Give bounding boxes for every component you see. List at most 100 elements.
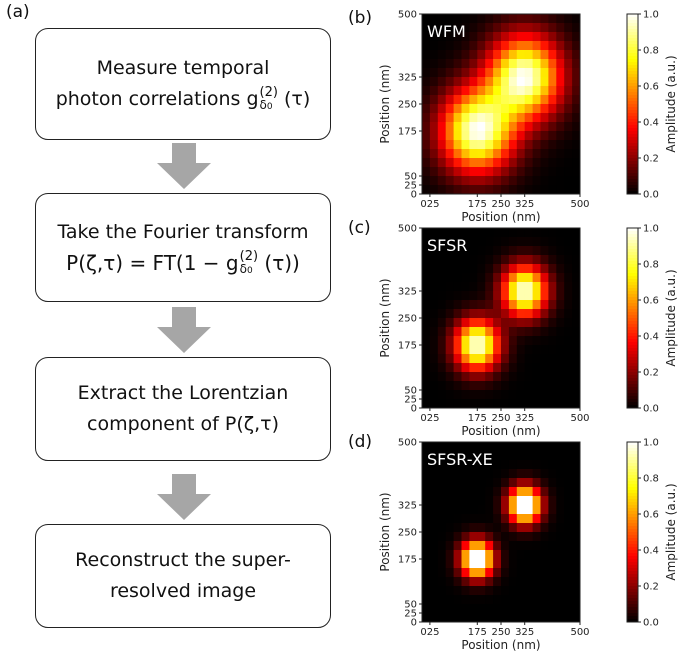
heatmap-cell (556, 255, 565, 265)
colorbar-tick-label: 0.6 (643, 510, 659, 521)
colorbar-segment (627, 381, 638, 385)
heatmap-cell (493, 246, 502, 256)
heatmap-cell (540, 122, 549, 132)
heatmap-cell (422, 354, 431, 364)
heatmap-cell (453, 496, 462, 506)
heatmap-cell (516, 176, 526, 186)
heatmap-cell (453, 550, 462, 560)
heatmap-cell (469, 104, 478, 114)
heatmap-cell (485, 568, 494, 578)
heatmap-cell (564, 550, 573, 560)
heatmap-cell (422, 228, 431, 238)
heatmap-cell (540, 149, 549, 159)
heatmap-cell (532, 50, 541, 60)
colorbar-segment (627, 50, 638, 54)
heatmap-cell (422, 469, 431, 479)
heatmap-cell (453, 185, 462, 195)
heatmap-cell (556, 568, 565, 578)
heatmap-cell (532, 363, 541, 373)
step-measure-line2: photon correlations g (2) δ0 (τ) (56, 84, 311, 115)
heatmap-cell (532, 176, 541, 186)
heatmap-cell (572, 32, 581, 42)
heatmap-cell (445, 487, 454, 497)
heatmap-cell (516, 568, 526, 578)
heatmap-cell (453, 327, 462, 337)
fourier-eq-indices: (2) δ0 (240, 250, 258, 277)
heatmap-cell (461, 237, 470, 247)
heatmap-cell (493, 291, 502, 301)
heatmap-cell (501, 158, 510, 168)
heatmap-cell (532, 372, 541, 382)
heatmap-cell (461, 595, 470, 605)
heatmap-cell (572, 345, 581, 355)
colorbar-segment (627, 35, 638, 39)
heatmap-cell (548, 273, 557, 283)
heatmap-cell (556, 300, 565, 310)
heatmap-cell (493, 381, 502, 391)
heatmap-cell (453, 41, 462, 51)
heatmap-cell (556, 282, 565, 292)
heatmap-cell (461, 577, 470, 587)
colorbar-tick-label: 1.0 (643, 224, 659, 235)
heatmap-cell (453, 246, 462, 256)
heatmap-cell (429, 228, 439, 238)
heatmap-cell (493, 23, 502, 33)
colorbar-segment (627, 264, 638, 268)
colorbar-segment (627, 357, 638, 361)
heatmap-cell (445, 559, 454, 569)
heatmap-cell (532, 381, 541, 391)
heatmap-cell (524, 514, 533, 524)
heatmap-cell (437, 149, 447, 159)
x-tick-label: 325 (515, 413, 534, 424)
heatmap-cell (493, 300, 502, 310)
heatmap-cell (532, 104, 541, 114)
heatmap-cell (429, 158, 439, 168)
heatmap-cell (516, 514, 526, 524)
heatmap-cell (422, 237, 431, 247)
heatmap-cell (485, 131, 494, 141)
heatmap-cell (548, 381, 557, 391)
heatmap-cell (564, 451, 573, 461)
heatmap-cell (556, 451, 565, 461)
heatmap-cell (422, 140, 431, 150)
heatmap-cell (524, 451, 533, 461)
colorbar-segment (627, 65, 638, 69)
heatmap-cell (532, 140, 541, 150)
heatmap-cell (501, 496, 510, 506)
heatmap-cell (540, 568, 549, 578)
heatmap-cell (437, 291, 447, 301)
heatmap-cell (493, 595, 502, 605)
heatmap-cell (445, 577, 454, 587)
heatmap-cell (477, 158, 486, 168)
heatmap-cell (445, 345, 454, 355)
heatmap-cell (477, 59, 486, 69)
heatmap-cell (532, 86, 541, 96)
heatmap-cell (429, 95, 439, 105)
heatmap-cell (540, 264, 549, 274)
heatmap-cell (564, 185, 573, 195)
heatmap-cell (524, 185, 533, 195)
heatmap-cell (429, 550, 439, 560)
heatmap-cell (445, 41, 454, 51)
heatmap-cell (572, 354, 581, 364)
heatmap-cell (429, 291, 439, 301)
heatmap-cell (524, 23, 533, 33)
heatmap-cell (548, 532, 557, 542)
heatmap-cell (564, 586, 573, 596)
heatmap-cell (493, 372, 502, 382)
heatmap-cell (548, 390, 557, 400)
heatmap-cell (493, 604, 502, 614)
heatmap-cell (477, 228, 486, 238)
colorbar-segment (627, 143, 638, 147)
heatmap-cell (485, 390, 494, 400)
colorbar-segment (627, 164, 638, 168)
heatmap-cell (556, 41, 565, 51)
heatmap-cell (453, 176, 462, 186)
heatmap-cell (485, 496, 494, 506)
heatmap-cell (437, 541, 447, 551)
heatmap-cell (508, 613, 518, 623)
colorbar-segment (627, 487, 638, 491)
y-tick-label: 0 (411, 190, 417, 201)
colorbar-segment (627, 116, 638, 120)
heatmap-cell (556, 273, 565, 283)
